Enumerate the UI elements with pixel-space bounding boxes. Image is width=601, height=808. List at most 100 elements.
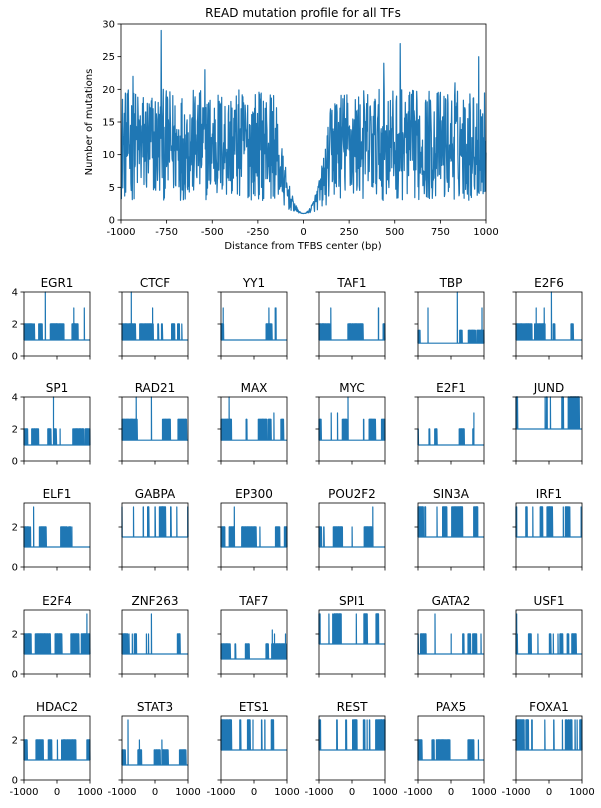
panel-frame: [121, 715, 189, 781]
panel-title: HDAC2: [36, 700, 78, 714]
main-x-tick-label: 750: [431, 227, 450, 238]
panel-x-tick-label: 0: [546, 787, 552, 798]
panel-gabpa: GABPA: [118, 487, 189, 571]
main-y-tick-label: 15: [102, 118, 115, 129]
panel-title: FOXA1: [529, 700, 569, 714]
panel-title: MYC: [339, 381, 364, 395]
panel-title: CTCF: [140, 276, 170, 290]
panel-series-line: [220, 506, 288, 548]
panel-title: JUND: [533, 381, 565, 395]
panel-title: ZNF263: [131, 594, 178, 608]
main-x-axis-label: Distance from TFBS center (bp): [224, 241, 381, 252]
main-y-tick-label: 0: [109, 216, 115, 227]
panel-title: GATA2: [432, 594, 471, 608]
panel-x-tick-label: 1000: [471, 787, 496, 798]
panel-series-line: [23, 506, 90, 548]
panel-y-tick-label: 0: [12, 670, 18, 681]
panel-title: SP1: [46, 381, 69, 395]
panel-x-tick-label: 0: [54, 787, 60, 798]
panel-title: SPI1: [339, 594, 365, 608]
panel-x-tick-label: -1000: [304, 787, 333, 798]
panel-title: RAD21: [135, 381, 176, 395]
panel-x-tick-label: -1000: [403, 787, 432, 798]
panel-series-line: [23, 291, 90, 341]
panel-x-tick-label: -1000: [206, 787, 235, 798]
panel-y-tick-label: 2: [12, 630, 18, 641]
panel-series-line: [220, 629, 287, 660]
panel-series-line: [515, 613, 583, 655]
panel-series-line: [318, 506, 386, 548]
panel-frame: [220, 609, 288, 675]
panel-series-line: [515, 396, 583, 430]
panel-x-tick-label: 1000: [372, 787, 397, 798]
panel-series-line: [417, 739, 484, 761]
panel-e2f1: E2F1: [414, 381, 485, 465]
main-x-tick-label: -750: [155, 227, 178, 238]
panel-title: EGR1: [41, 276, 74, 290]
panel-e2f6: E2F6: [512, 276, 583, 360]
panel-series-line: [121, 291, 189, 341]
panel-series-line: [417, 506, 484, 538]
panel-series-line: [318, 613, 386, 645]
main-y-tick-label: 5: [109, 183, 115, 194]
panel-sin3a: SIN3A: [414, 487, 485, 571]
panel-rad21: RAD21: [118, 381, 189, 465]
panel-title: TBP: [439, 276, 463, 290]
panel-series-line: [515, 506, 582, 538]
panel-yy1: YY1: [217, 276, 288, 360]
panel-title: PAX5: [436, 700, 467, 714]
panel-title: E2F6: [534, 276, 564, 290]
panel-y-tick-label: 2: [12, 320, 18, 331]
panel-egr1: EGR1 0 2 4: [12, 276, 91, 363]
panel-ep300: EP300: [217, 487, 288, 571]
panel-x-tick-label: 1000: [175, 787, 200, 798]
panel-title: MAX: [241, 381, 268, 395]
panel-series-line: [417, 291, 485, 344]
panel-y-tick-label: 2: [12, 736, 18, 747]
panel-y-tick-label: 0: [12, 563, 18, 574]
panel-ctcf: CTCF: [118, 276, 189, 360]
panel-x-tick-label: 1000: [77, 787, 102, 798]
panel-frame: [220, 291, 288, 357]
panel-series-line: [23, 739, 91, 761]
panel-znf263: ZNF263: [118, 594, 189, 678]
panel-title: STAT3: [137, 700, 173, 714]
panel-series-line: [417, 613, 484, 655]
panel-x-tick-label: -1000: [9, 787, 38, 798]
panel-y-tick-label: 4: [12, 288, 18, 299]
panel-series-line: [121, 506, 189, 538]
panel-irf1: IRF1: [512, 487, 583, 571]
panel-elf1: ELF1 0 2: [12, 487, 91, 574]
panel-y-tick-label: 0: [12, 457, 18, 468]
panel-title: YY1: [242, 276, 265, 290]
panel-series-line: [515, 291, 582, 341]
panel-ets1: ETS1 -1000 0 1000: [206, 700, 299, 798]
panel-gata2: GATA2: [414, 594, 485, 678]
panel-y-tick-label: 2: [12, 523, 18, 534]
panel-series-line: [121, 396, 188, 441]
panel-series-line: [318, 307, 386, 341]
main-y-tick-label: 10: [102, 150, 115, 161]
panel-max: MAX: [217, 381, 288, 465]
panel-taf7: TAF7: [217, 594, 288, 678]
main-x-tick-label: 1000: [473, 227, 498, 238]
panel-y-tick-label: 0: [12, 776, 18, 787]
panel-series-line: [220, 396, 287, 441]
small-multiples-grid: EGR1 0 2 4 CTCF YY1 TAF1 TBP E2F6 SP1 0 2 4 RAD21 MAX M…: [9, 276, 594, 798]
panel-title: ETS1: [239, 700, 269, 714]
panel-series-line: [318, 396, 386, 441]
main-y-tick-label: 25: [102, 52, 115, 63]
panel-sp1: SP1 0 2 4: [12, 381, 91, 468]
panel-series-line: [515, 719, 583, 751]
panel-x-tick-label: 0: [251, 787, 257, 798]
main-x-tick-label: 500: [385, 227, 404, 238]
panel-usf1: USF1: [512, 594, 583, 678]
main-y-axis-label: Number of mutations: [84, 69, 95, 176]
panel-x-tick-label: 0: [349, 787, 355, 798]
panel-x-tick-label: -1000: [107, 787, 136, 798]
panel-series-line: [121, 719, 188, 766]
panel-series-line: [417, 412, 484, 446]
main-plot-area: -1000 -750 -500 -250 0 250 500 750 1000 0 5 10 15 20 2…: [102, 20, 498, 239]
